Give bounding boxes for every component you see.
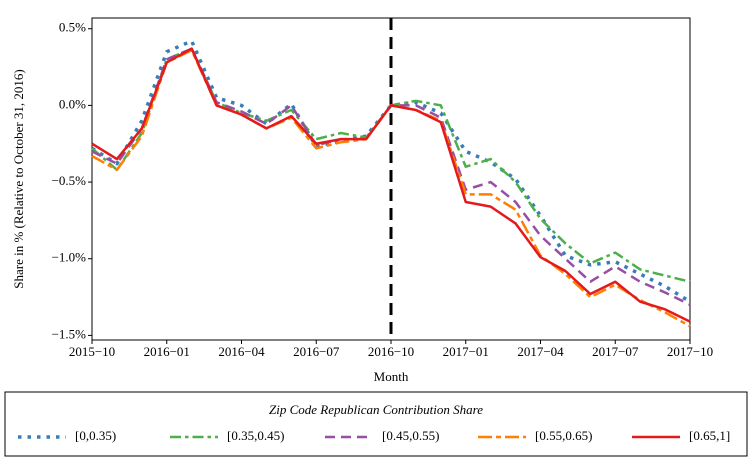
x-tick-label: 2016−04 (218, 344, 265, 359)
x-tick-label: 2017−07 (592, 344, 639, 359)
y-tick-label: −1.5% (52, 326, 87, 341)
legend-label: [0,0.35) (75, 428, 116, 443)
legend-box (4, 391, 748, 457)
legend-label: [0.55,0.65) (535, 428, 592, 443)
x-tick-label: 2017−10 (667, 344, 713, 359)
series-line (91, 47, 691, 323)
y-tick-label: 0.5% (59, 20, 86, 35)
series-line (91, 39, 691, 304)
y-axis-label: Share in % (Relative to October 31, 2016… (11, 69, 26, 289)
legend-label: [0.35,0.45) (227, 428, 284, 443)
x-tick-label: 2017−04 (517, 344, 564, 359)
x-tick-label: 2017−01 (443, 344, 489, 359)
y-tick-label: 0.0% (59, 96, 86, 111)
y-tick-label: −1.0% (52, 250, 87, 265)
legend-title: Zip Code Republican Contribution Share (269, 402, 483, 417)
legend-label: [0.65,1] (689, 428, 730, 443)
x-tick-label: 2016−07 (293, 344, 340, 359)
x-tick-label: 2016−10 (368, 344, 414, 359)
x-axis-label: Month (374, 369, 409, 384)
x-tick-label: 2016−01 (144, 344, 190, 359)
legend-label: [0.45,0.55) (382, 428, 439, 443)
y-tick-label: −0.5% (52, 173, 87, 188)
x-tick-label: 2015−10 (69, 344, 115, 359)
